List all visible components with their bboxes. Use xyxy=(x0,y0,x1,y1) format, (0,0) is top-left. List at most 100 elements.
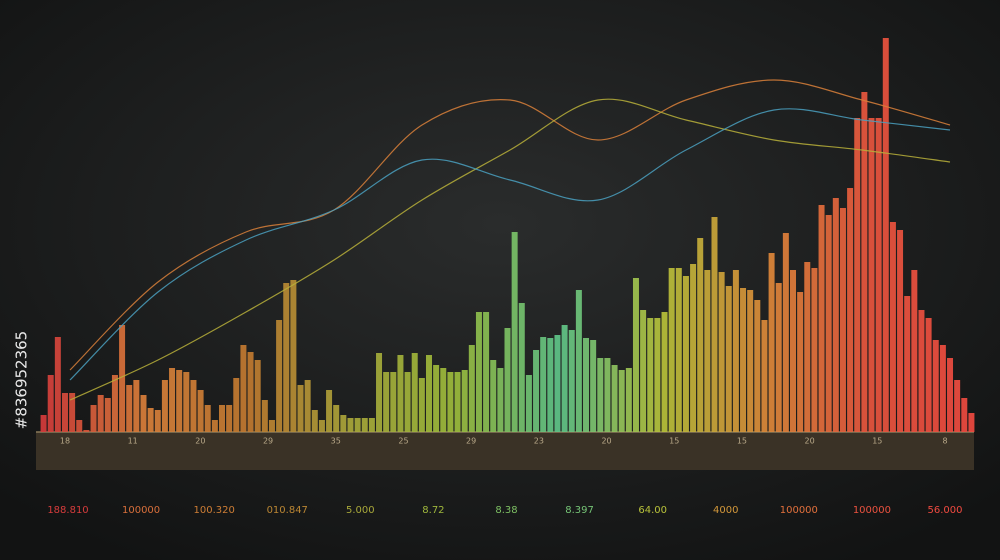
bar xyxy=(219,405,226,432)
bar xyxy=(533,350,540,432)
summary-value: 8.38 xyxy=(495,505,517,516)
bar xyxy=(547,338,554,432)
bar xyxy=(433,365,440,432)
bar xyxy=(768,253,775,432)
bar xyxy=(47,375,54,432)
bar xyxy=(847,188,854,432)
bar xyxy=(875,118,882,432)
bar xyxy=(247,352,254,432)
x-tick-label: 15 xyxy=(872,437,882,446)
bar xyxy=(475,312,482,432)
bar xyxy=(318,420,325,432)
x-tick-label: 25 xyxy=(398,437,408,446)
x-tick-label: 15 xyxy=(669,437,679,446)
bar xyxy=(447,372,454,432)
bar xyxy=(604,358,611,432)
bar xyxy=(254,360,261,432)
bar xyxy=(90,405,97,432)
bar xyxy=(511,232,518,432)
bar xyxy=(461,370,468,432)
bar xyxy=(882,38,889,432)
bar xyxy=(383,372,390,432)
bar xyxy=(54,337,61,432)
summary-value: 100.320 xyxy=(193,505,234,516)
bar xyxy=(761,320,768,432)
bar xyxy=(418,378,425,432)
bar xyxy=(554,335,561,432)
bar xyxy=(340,415,347,432)
bar xyxy=(468,345,475,432)
bar xyxy=(133,380,140,432)
bar xyxy=(797,292,804,432)
bar xyxy=(775,283,782,432)
bar xyxy=(832,198,839,432)
bar xyxy=(304,380,311,432)
bar xyxy=(190,380,197,432)
bar xyxy=(483,312,490,432)
bar xyxy=(440,368,447,432)
bar xyxy=(654,318,661,432)
bar xyxy=(69,393,76,432)
x-tick-label: 35 xyxy=(331,437,341,446)
x-tick-label: 29 xyxy=(466,437,476,446)
bar xyxy=(575,290,582,432)
bar xyxy=(590,340,597,432)
bar xyxy=(368,418,375,432)
bar xyxy=(561,325,568,432)
bar xyxy=(854,118,861,432)
bar xyxy=(268,420,275,432)
bar xyxy=(897,230,904,432)
bar xyxy=(176,370,183,432)
bar xyxy=(668,268,675,432)
bar xyxy=(290,280,297,432)
summary-value: 010.847 xyxy=(267,505,308,516)
bar xyxy=(740,288,747,432)
bar xyxy=(718,272,725,432)
bar xyxy=(518,303,525,432)
id-text: #836952365 xyxy=(13,331,31,429)
bar xyxy=(540,337,547,432)
bar xyxy=(397,355,404,432)
bar xyxy=(804,262,811,432)
bar xyxy=(61,393,68,432)
bar xyxy=(240,345,247,432)
bar xyxy=(347,418,354,432)
x-tick-label: 11 xyxy=(128,437,138,446)
bar xyxy=(83,430,90,432)
bar xyxy=(97,395,104,432)
bar xyxy=(618,370,625,432)
x-tick-label: 8 xyxy=(942,437,947,446)
summary-value: 100000 xyxy=(780,505,818,516)
bar xyxy=(504,328,511,432)
bar xyxy=(925,318,932,432)
bar xyxy=(404,372,411,432)
bar xyxy=(818,205,825,432)
bar xyxy=(889,222,896,432)
bar xyxy=(140,395,147,432)
bar xyxy=(204,405,211,432)
trend-line xyxy=(69,108,951,381)
bar xyxy=(939,345,946,432)
bar xyxy=(904,296,911,432)
bar xyxy=(119,325,126,432)
x-tick-label: 29 xyxy=(263,437,273,446)
bar xyxy=(697,238,704,432)
bar xyxy=(947,358,954,432)
bar xyxy=(611,365,618,432)
bar xyxy=(825,215,832,432)
bar xyxy=(390,372,397,432)
bar xyxy=(147,408,154,432)
bar xyxy=(361,418,368,432)
bar xyxy=(568,330,575,432)
bar xyxy=(961,398,968,432)
bar xyxy=(789,270,796,432)
bar xyxy=(647,318,654,432)
bar xyxy=(911,270,918,432)
bar xyxy=(326,390,333,432)
bar xyxy=(682,276,689,432)
bar xyxy=(154,410,161,432)
bar xyxy=(811,268,818,432)
summary-value: 8.397 xyxy=(565,505,594,516)
bar xyxy=(725,286,732,432)
